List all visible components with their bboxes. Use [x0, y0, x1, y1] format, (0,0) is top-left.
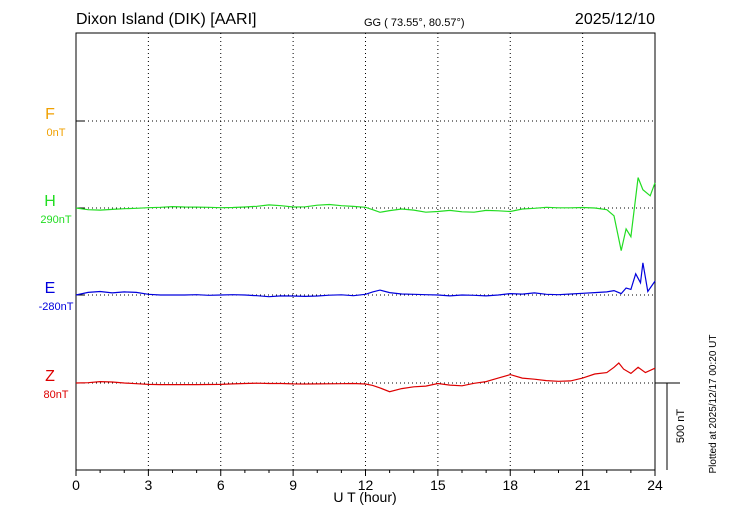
baselines: [76, 120, 655, 384]
series-name-Z: Z: [45, 368, 55, 385]
series-baseline-H: 290nT: [40, 214, 71, 226]
scale-label: 500 nT: [675, 409, 687, 444]
station-title: Dixon Island (DIK) [AARI]: [76, 11, 257, 28]
x-axis-label: U T (hour): [333, 489, 396, 505]
x-tick-label: 15: [430, 477, 446, 493]
scale-bar: 500 nT: [655, 382, 687, 470]
series-name-E: E: [45, 280, 56, 297]
x-tick-label: 3: [144, 477, 152, 493]
x-tick-label: 12: [358, 477, 374, 493]
x-tick-label: 21: [575, 477, 591, 493]
series-name-F: F: [45, 106, 55, 123]
series-baseline-E: -280nT: [39, 301, 74, 313]
station-coords: GG ( 73.55°, 80.57°): [364, 17, 465, 29]
plot-date: 2025/12/10: [575, 11, 655, 28]
x-tick-label: 18: [502, 477, 518, 493]
series-line-H: [75, 177, 656, 251]
series-labels: F 0nT H 290nT E -280nT Z 80nT: [39, 106, 74, 401]
series-line-E: [75, 262, 656, 298]
x-tick-label: 6: [217, 477, 225, 493]
x-tick-label: 9: [289, 477, 297, 493]
plot-frame: [75, 32, 656, 471]
grid: [147, 33, 584, 470]
series-lines: [75, 177, 656, 393]
series-baseline-Z: 80nT: [43, 389, 68, 401]
series-name-H: H: [44, 193, 56, 210]
series-line-Z: [75, 362, 656, 393]
x-axis: 0 3 6 9 12 15 18 21 24: [72, 470, 663, 493]
x-tick-label: 24: [647, 477, 663, 493]
x-tick-label: 0: [72, 477, 80, 493]
series-baseline-F: 0nT: [47, 127, 66, 139]
plotted-at-note: Plotted at 2025/12/17 00:20 UT: [708, 335, 719, 474]
